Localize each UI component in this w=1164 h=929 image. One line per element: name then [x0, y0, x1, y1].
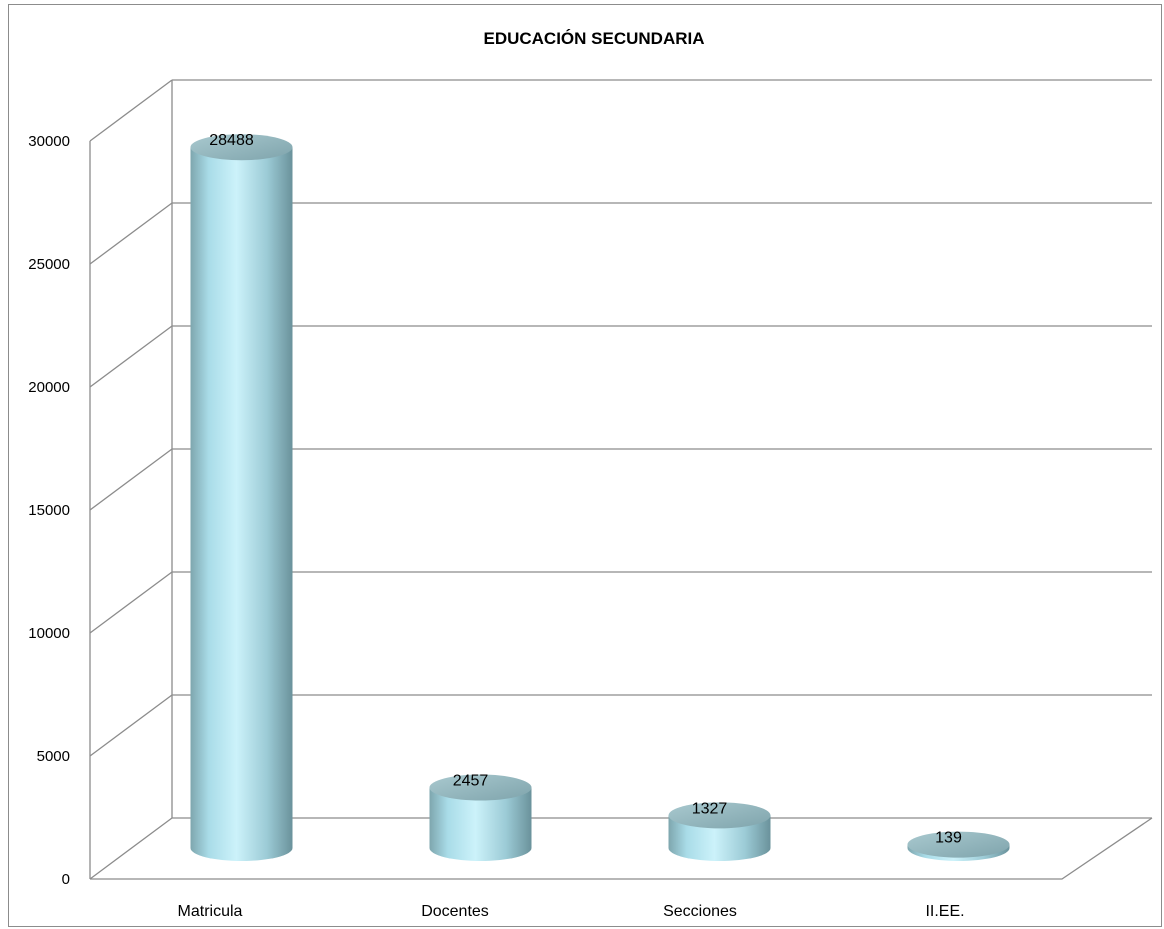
side-wall-gridline [89, 325, 173, 388]
bar-body [429, 787, 532, 862]
side-wall-gridline [89, 79, 173, 142]
gridlines [89, 79, 1152, 880]
y-tick-label: 15000 [28, 502, 70, 519]
x-category-label: Secciones [663, 903, 737, 920]
x-category-label: Matricula [178, 903, 243, 920]
data-label: 28488 [209, 132, 254, 149]
y-tick-label: 5000 [37, 748, 70, 765]
bar-secciones: 1327 [668, 800, 771, 862]
y-tick-label: 25000 [28, 256, 70, 273]
axes [89, 80, 1153, 880]
y-tick-label: 0 [62, 871, 70, 888]
x-category-label: Docentes [421, 903, 489, 920]
floor-edge [90, 817, 1153, 880]
bar-body [668, 815, 771, 862]
bar-top [668, 802, 771, 829]
data-label: 139 [935, 830, 962, 847]
side-wall-gridline [89, 817, 173, 880]
x-axis-category-labels: Matricula Docentes Secciones II.EE. [178, 903, 965, 920]
bar-matricula: 28488 [190, 132, 293, 862]
chart-title: EDUCACIÓN SECUNDARIA [483, 29, 704, 48]
bar-top [190, 134, 293, 161]
data-label: 1327 [692, 800, 728, 817]
y-tick-label: 30000 [28, 133, 70, 150]
side-wall-gridline [89, 571, 173, 634]
bar-docentes: 2457 [429, 773, 532, 862]
data-label: 2457 [453, 773, 489, 790]
bars: 28488 2457 1327 139 [190, 132, 1010, 862]
side-wall-gridline [89, 448, 173, 511]
y-tick-label: 20000 [28, 379, 70, 396]
bar-top [429, 774, 532, 801]
side-wall-gridline [89, 202, 173, 265]
x-category-label: II.EE. [925, 903, 964, 920]
side-wall-gridline [89, 694, 173, 757]
bar-body [190, 147, 293, 862]
y-axis-tick-labels: 0 5000 10000 15000 20000 25000 30000 [28, 133, 70, 888]
bar-ii-ee-: 139 [907, 830, 1010, 862]
y-tick-label: 10000 [28, 625, 70, 642]
bar-top [907, 831, 1010, 858]
